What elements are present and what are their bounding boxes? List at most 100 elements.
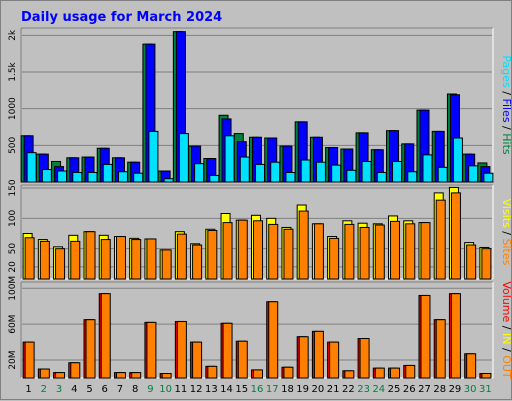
bar-sites-day-19 (298, 210, 309, 280)
bar-pages-day-21 (331, 164, 342, 183)
xtick-day-9: 9 (147, 384, 153, 395)
bar-kb_out-day-7 (115, 372, 126, 379)
legend-kbytes-part-4: OUT (500, 355, 512, 379)
xtick-day-15: 15 (235, 384, 248, 395)
bar-sites-day-4 (70, 240, 81, 280)
ytick-kbytes-100M: 100M (8, 276, 18, 301)
bar-sites-day-17 (268, 223, 279, 280)
xtick-day-7: 7 (117, 384, 123, 395)
xtick-day-27: 27 (418, 384, 431, 395)
bar-sites-day-1 (24, 237, 35, 280)
bar-pages-day-15 (239, 156, 250, 183)
bar-kb_out-day-30 (466, 353, 477, 379)
legend-kbytes: Volume / IN / OUT (500, 281, 512, 379)
chart-title: Daily usage for March 2024 (21, 10, 222, 25)
ytick-hits-files-pages-1000: 1000 (8, 97, 18, 120)
ytick-hits-files-pages-2k: 2k (8, 29, 18, 41)
bar-pages-day-5 (87, 171, 98, 183)
legend-sites-visits-part-0: Visits (500, 199, 512, 228)
bar-pages-day-12 (194, 163, 205, 183)
bar-kb_out-day-5 (85, 319, 96, 379)
bar-pages-day-8 (133, 172, 144, 183)
bar-kb_out-day-10 (161, 373, 172, 379)
legend-kbytes-part-0: Volume (500, 281, 512, 322)
legend-sites-visits-part-2: Sites (500, 239, 512, 266)
legend-sites-visits: Visits / Sites (500, 199, 512, 266)
xtick-day-2: 2 (41, 384, 47, 395)
xtick-day-23: 23 (357, 384, 370, 395)
bar-sites-day-25 (390, 220, 401, 280)
bar-kb_out-day-4 (70, 362, 81, 379)
xtick-day-29: 29 (449, 384, 462, 395)
bar-pages-day-11 (178, 133, 189, 183)
xtick-day-31: 31 (479, 384, 492, 395)
bar-kb_out-day-31 (481, 373, 492, 379)
bar-sites-day-28 (435, 199, 446, 280)
bar-pages-day-16 (255, 163, 265, 183)
bar-sites-day-20 (313, 223, 324, 280)
bar-pages-day-1 (26, 152, 37, 183)
bar-pages-day-9 (148, 130, 159, 183)
bar-kb_out-day-26 (405, 364, 416, 379)
bar-pages-day-18 (285, 171, 296, 183)
bar-pages-day-2 (41, 169, 52, 183)
xtick-day-4: 4 (71, 384, 77, 395)
bar-kb_out-day-15 (237, 340, 248, 379)
legend-hits-files-pages-part-3: / (500, 123, 512, 134)
xtick-day-17: 17 (266, 384, 279, 395)
xtick-day-18: 18 (281, 384, 294, 395)
xtick-day-3: 3 (56, 384, 62, 395)
bar-kb_out-day-27 (420, 294, 431, 379)
bar-kb_out-day-21 (329, 341, 340, 379)
xtick-day-6: 6 (102, 384, 108, 395)
xtick-day-11: 11 (175, 384, 188, 395)
legend-hits-files-pages-part-2: Files (500, 98, 512, 122)
ytick-kbytes-60M: 60M (8, 315, 18, 334)
bar-sites-day-8 (131, 239, 142, 280)
bar-pages-day-17 (270, 161, 281, 183)
bar-pages-day-30 (468, 165, 479, 183)
bar-sites-day-30 (466, 244, 477, 280)
xtick-day-28: 28 (433, 384, 446, 395)
xtick-day-25: 25 (388, 384, 401, 395)
bar-sites-day-10 (161, 249, 172, 280)
xtick-day-13: 13 (205, 384, 218, 395)
bar-sites-day-24 (374, 224, 385, 280)
bar-kb_out-day-14 (222, 322, 233, 379)
bar-kb_out-day-18 (283, 366, 294, 379)
legend-kbytes-part-3: / (500, 344, 512, 355)
bar-kb_out-day-17 (268, 301, 279, 379)
bar-sites-day-29 (450, 192, 461, 280)
bar-kb_out-day-29 (450, 293, 461, 379)
bar-pages-day-4 (72, 171, 83, 183)
xtick-day-10: 10 (159, 384, 172, 395)
bar-pages-day-14 (224, 135, 235, 183)
bar-kb_out-day-11 (176, 320, 187, 379)
bar-pages-day-23 (361, 160, 372, 183)
bar-sites-day-23 (359, 226, 370, 280)
bar-kb_out-day-24 (374, 367, 385, 379)
bar-pages-day-28 (437, 166, 448, 183)
bar-sites-day-14 (222, 222, 233, 280)
bar-sites-day-5 (85, 231, 96, 280)
bar-pages-day-25 (392, 160, 403, 183)
bar-kb_out-day-9 (146, 321, 157, 379)
bar-kb_out-day-12 (192, 341, 203, 379)
bar-pages-day-10 (163, 178, 174, 183)
bar-sites-day-2 (39, 240, 50, 280)
bar-kb_out-day-1 (24, 341, 35, 379)
legend-kbytes-part-2: IN (500, 333, 512, 344)
legend-sites-visits-part-1: / (500, 228, 512, 239)
xtick-day-19: 19 (296, 384, 309, 395)
bar-sites-day-31 (481, 248, 492, 280)
xtick-day-12: 12 (190, 384, 203, 395)
bar-sites-day-12 (192, 244, 203, 280)
bar-kb_out-day-22 (344, 370, 355, 379)
bar-kb_out-day-25 (390, 367, 401, 379)
bar-kb_out-day-3 (55, 372, 66, 379)
bar-kb_out-day-2 (39, 368, 50, 379)
bar-sites-day-26 (405, 223, 416, 280)
xtick-day-14: 14 (220, 384, 233, 395)
bar-pages-day-3 (57, 170, 68, 183)
